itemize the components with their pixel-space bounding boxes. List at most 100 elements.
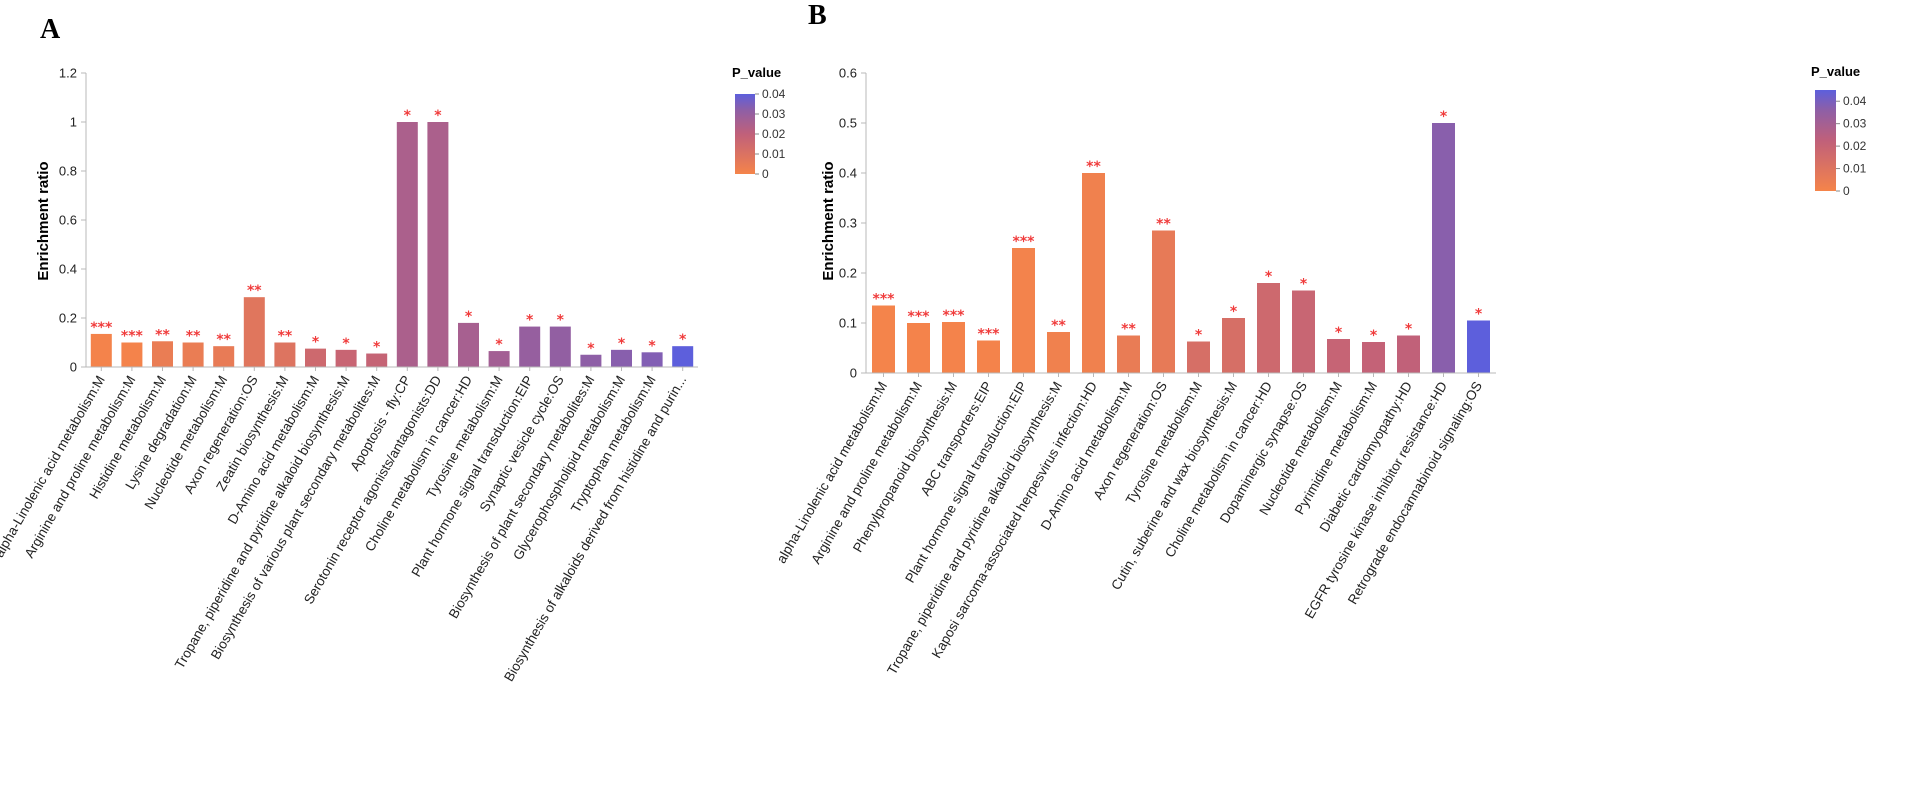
y-tick-label: 0.2 — [839, 266, 857, 281]
significance-mark: *** — [873, 292, 896, 308]
bar — [488, 351, 510, 367]
bar — [1222, 318, 1245, 373]
bar — [458, 322, 479, 367]
significance-mark: *** — [90, 320, 113, 336]
bar — [1117, 335, 1140, 373]
bar — [335, 349, 357, 367]
panel-b-category-labels: alpha-Linolenic acid metabolism:MArginin… — [774, 373, 1485, 677]
legend-tick-label: 0 — [762, 167, 769, 181]
significance-mark: * — [679, 332, 687, 348]
significance-mark: * — [587, 341, 595, 357]
y-tick-label: 0.4 — [839, 166, 857, 181]
bar — [1187, 341, 1210, 373]
bar — [942, 322, 965, 373]
bar — [1152, 230, 1175, 373]
y-tick-label: 1.2 — [59, 66, 77, 81]
bar — [1327, 339, 1350, 373]
y-tick-label: 0.6 — [59, 213, 77, 228]
bar — [549, 326, 571, 367]
significance-mark: * — [1300, 277, 1308, 293]
legend-tick-label: 0 — [1843, 184, 1850, 198]
bar — [1082, 173, 1105, 373]
category-label: Retrograde endocannabinoid signaling:OS — [1345, 379, 1485, 607]
panel-b-legend-title: P_value — [1811, 64, 1860, 79]
significance-mark: * — [1405, 322, 1413, 338]
bar — [396, 122, 418, 367]
panel-a-category-labels: alpha-Linolenic acid metabolism:MArginin… — [0, 367, 689, 684]
legend-tick-label: 0.04 — [762, 87, 786, 101]
panel-a-significance-marks: ****** ** ** ****** * * ** **** ** * * * — [90, 108, 687, 357]
panel-b-legend: P_value 0 0.01 0.02 0.03 0.04 — [1811, 64, 1867, 198]
bar — [305, 348, 326, 367]
legend-tick-label: 0.01 — [762, 147, 786, 161]
significance-mark: * — [465, 309, 473, 325]
significance-mark: *** — [121, 329, 144, 345]
panel-b-chart: B Enrichment ratio 0 0.1 0.2 0.3 0.4 0.5 0.6 *… — [774, 0, 1867, 677]
significance-mark: * — [618, 336, 626, 352]
significance-mark: ** — [247, 283, 262, 299]
y-tick-label: 1 — [70, 115, 77, 130]
significance-mark: *** — [978, 327, 1001, 343]
significance-mark: * — [373, 340, 381, 356]
panel-a-y-axis-title: Enrichment ratio — [35, 161, 52, 280]
panel-b-significance-marks: ****** ******************** ** * *** — [873, 109, 1483, 344]
y-tick-label: 0.2 — [59, 311, 77, 326]
significance-mark: * — [526, 313, 534, 329]
panel-a-bars — [90, 122, 694, 367]
significance-mark: * — [434, 108, 442, 124]
category-label: alpha-Linolenic acid metabolism:M — [0, 373, 108, 560]
panel-a-legend-ticks: 0 0.01 0.02 0.03 0.04 — [755, 87, 786, 181]
bar — [243, 297, 265, 367]
legend-tick-label: 0.03 — [762, 107, 786, 121]
bar — [872, 305, 895, 373]
y-tick-label: 0.1 — [839, 316, 857, 331]
bar — [519, 326, 541, 367]
legend-tick-label: 0.01 — [1843, 162, 1867, 176]
significance-mark: * — [495, 337, 503, 353]
panel-a-legend-colorbar — [735, 94, 755, 174]
bar — [274, 342, 296, 367]
legend-tick-label: 0.03 — [1843, 117, 1867, 131]
significance-mark: * — [1440, 109, 1448, 125]
y-tick-label: 0 — [70, 360, 77, 375]
bar — [1397, 335, 1420, 373]
significance-mark: ** — [278, 329, 293, 345]
bar — [427, 122, 449, 367]
significance-mark: ** — [1051, 318, 1066, 334]
panel-b-letter: B — [808, 0, 827, 31]
bar — [1257, 283, 1280, 373]
legend-tick-label: 0.02 — [1843, 139, 1867, 153]
y-tick-label: 0.3 — [839, 216, 857, 231]
category-label: Kaposi sarcoma-associated herpesvirus in… — [929, 379, 1100, 661]
y-tick-label: 0.5 — [839, 116, 857, 131]
significance-mark: ** — [155, 327, 170, 343]
significance-mark: * — [1370, 328, 1378, 344]
significance-mark: ** — [186, 329, 201, 345]
bar — [580, 354, 602, 367]
panel-b-y-ticks: 0 0.1 0.2 0.3 0.4 0.5 0.6 — [839, 66, 866, 381]
significance-mark: * — [557, 313, 565, 329]
significance-mark: *** — [943, 308, 966, 324]
significance-mark: *** — [908, 309, 931, 325]
significance-mark: ** — [1156, 217, 1171, 233]
bar — [1292, 290, 1315, 373]
panel-b-legend-ticks: 0 0.01 0.02 0.03 0.04 — [1836, 94, 1867, 198]
y-tick-label: 0.6 — [839, 66, 857, 81]
bar — [366, 353, 388, 367]
legend-tick-label: 0.04 — [1843, 94, 1867, 108]
significance-mark: * — [404, 108, 412, 124]
bar — [672, 346, 694, 367]
y-tick-label: 0 — [850, 366, 857, 381]
significance-mark: * — [1230, 304, 1238, 320]
panel-b-legend-colorbar — [1815, 90, 1836, 191]
significance-mark: ** — [1086, 159, 1101, 175]
bar — [90, 333, 112, 367]
significance-mark: *** — [1013, 234, 1036, 250]
bar — [977, 340, 1000, 373]
bar — [907, 323, 930, 373]
panel-a-legend: P_value 0 0.01 0.02 0.03 0.04 — [732, 65, 786, 181]
significance-mark: ** — [216, 332, 231, 348]
significance-mark: * — [312, 335, 320, 351]
significance-mark: ** — [1121, 322, 1136, 338]
legend-tick-label: 0.02 — [762, 127, 786, 141]
